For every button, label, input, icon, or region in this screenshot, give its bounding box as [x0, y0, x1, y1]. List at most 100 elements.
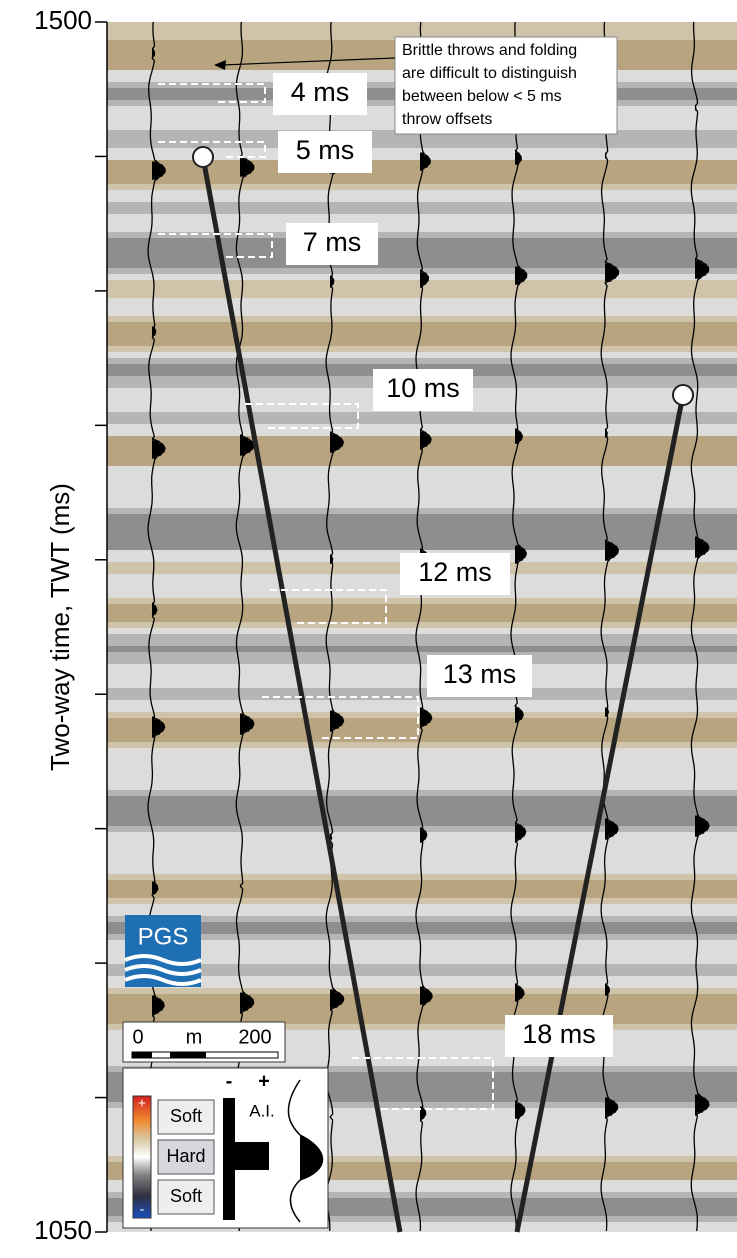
- wiggle-fill: [605, 552, 618, 555]
- logo-text: PGS: [138, 923, 189, 950]
- wiggle-fill: [695, 1110, 703, 1113]
- seismic-band: [107, 628, 737, 635]
- wiggle-fill: [330, 282, 334, 285]
- wiggle-fill: [605, 711, 608, 714]
- wiggle-fill: [152, 450, 164, 453]
- wiggle-fill: [152, 888, 158, 891]
- seismic-band: [107, 352, 737, 359]
- wiggle-fill: [515, 273, 527, 276]
- wiggle-fill: [240, 441, 252, 444]
- wiggle-fill: [605, 1104, 617, 1107]
- wiggle-fill: [152, 444, 163, 447]
- legend-label: Soft: [170, 1186, 202, 1206]
- wiggle-fill: [515, 555, 526, 558]
- wiggle-fill: [330, 435, 338, 438]
- wiggle-fill: [695, 264, 706, 267]
- wiggle-fill: [605, 156, 606, 159]
- wiggle-fill: [515, 990, 524, 993]
- wiggle-fill: [515, 441, 519, 444]
- wiggle-fill: [515, 1110, 525, 1113]
- seismic-band: [107, 472, 737, 479]
- wiggle-fill: [420, 159, 430, 162]
- wiggle-fill: [420, 711, 428, 714]
- wiggle-fill: [605, 267, 616, 270]
- throw-label: 12 ms: [418, 557, 492, 587]
- quantity-label: A.I.: [249, 1101, 275, 1120]
- wiggle-fill: [605, 273, 618, 276]
- wiggle-fill: [420, 165, 428, 168]
- seismic-band: [107, 322, 737, 329]
- seismic-band: [107, 946, 737, 953]
- wiggle-fill: [695, 1101, 708, 1104]
- wiggle-fill: [330, 438, 342, 441]
- wiggle-fill: [605, 834, 613, 837]
- wiggle-fill: [605, 984, 607, 987]
- wiggle-fill: [420, 726, 421, 729]
- wiggle-fill: [605, 540, 607, 543]
- seismic-band: [107, 358, 737, 365]
- seismic-band: [107, 532, 737, 539]
- wiggle-fill: [240, 1011, 242, 1014]
- seismic-band: [107, 454, 737, 461]
- seismic-band: [107, 898, 737, 905]
- wiggle-fill: [420, 996, 432, 999]
- wiggle-fill: [605, 990, 609, 993]
- wiggle-fill: [420, 444, 427, 447]
- wiggle-fill: [240, 723, 254, 726]
- wiggle-fill: [152, 51, 154, 54]
- polarity-plus: +: [258, 1070, 270, 1092]
- seismic-band: [107, 886, 737, 893]
- legend: + - Soft Hard Soft - + A.I.: [123, 1068, 328, 1228]
- wiggle-fill: [695, 546, 709, 549]
- seismic-band: [107, 232, 737, 239]
- wiggle-fill: [420, 162, 430, 165]
- wiggle-fill: [695, 828, 708, 831]
- wiggle-fill: [605, 276, 616, 279]
- wiggle-fill: [152, 606, 156, 609]
- wiggle-fill: [240, 171, 251, 174]
- wiggle-fill: [420, 1119, 421, 1122]
- throw-label: 5 ms: [296, 135, 355, 165]
- scale-bar: 0 m 200: [123, 1022, 285, 1062]
- wiggle-fill: [515, 156, 521, 159]
- wiggle-fill: [240, 1002, 254, 1005]
- wiggle-fill: [420, 285, 422, 288]
- wiggle-fill: [420, 990, 429, 993]
- seismic-band: [107, 772, 737, 779]
- wiggle-fill: [240, 999, 253, 1002]
- wiggle-fill: [330, 1002, 342, 1005]
- wiggle-fill: [330, 279, 334, 282]
- seismic-band: [107, 742, 737, 749]
- wiggle-fill: [152, 996, 156, 999]
- seismic-band: [107, 346, 737, 353]
- seismic-band: [107, 916, 737, 923]
- wiggle-fill: [420, 441, 430, 444]
- seismic-band: [107, 736, 737, 743]
- wiggle-fill: [152, 882, 155, 885]
- wiggle-fill: [330, 999, 344, 1002]
- seismic-band: [107, 526, 737, 533]
- wiggle-fill: [605, 1101, 614, 1104]
- wiggle-fill: [152, 165, 163, 168]
- wiggle-fill: [605, 1098, 609, 1101]
- wiggle-fill: [152, 609, 157, 612]
- wiggle-fill: [515, 150, 516, 153]
- wiggle-fill: [515, 984, 517, 987]
- seismic-band: [107, 508, 737, 515]
- seismic-band: [107, 298, 737, 305]
- wiggle-fill: [695, 1104, 709, 1107]
- throw-label: 18 ms: [522, 1019, 596, 1049]
- wiggle-fill: [605, 432, 607, 435]
- wiggle-fill: [695, 1107, 707, 1110]
- seismic-band: [107, 196, 737, 203]
- seismic-band: [107, 970, 737, 977]
- seismic-band: [107, 460, 737, 467]
- wiggle-fill: [330, 720, 344, 723]
- colorbar-bottom: -: [140, 1201, 145, 1217]
- wiggle-fill: [330, 996, 343, 999]
- scale-start: 0: [132, 1026, 143, 1048]
- wiggle-fill: [515, 840, 516, 843]
- wiggle-fill: [420, 723, 427, 726]
- wiggle-fill: [695, 831, 704, 834]
- seismic-band: [107, 412, 737, 419]
